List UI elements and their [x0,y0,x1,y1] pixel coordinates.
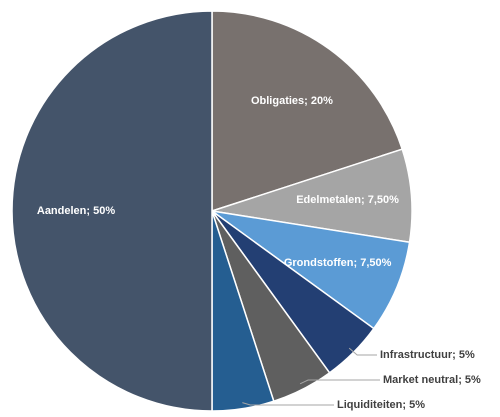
leader-line [299,379,380,385]
leader-line [242,402,334,406]
data-label: Market neutral; 5% [383,374,481,386]
data-label: Obligaties; 20% [251,95,333,107]
pie-slice [11,10,213,412]
data-label: Edelmetalen; 7,50% [296,194,399,206]
leader-line [348,347,377,356]
data-label: Infrastructuur; 5% [380,349,475,361]
pie-slice [211,10,404,213]
data-label: Grondstoffen; 7,50% [284,257,392,269]
data-label: Liquiditeiten; 5% [337,399,425,411]
data-label: Aandelen; 50% [37,205,115,217]
